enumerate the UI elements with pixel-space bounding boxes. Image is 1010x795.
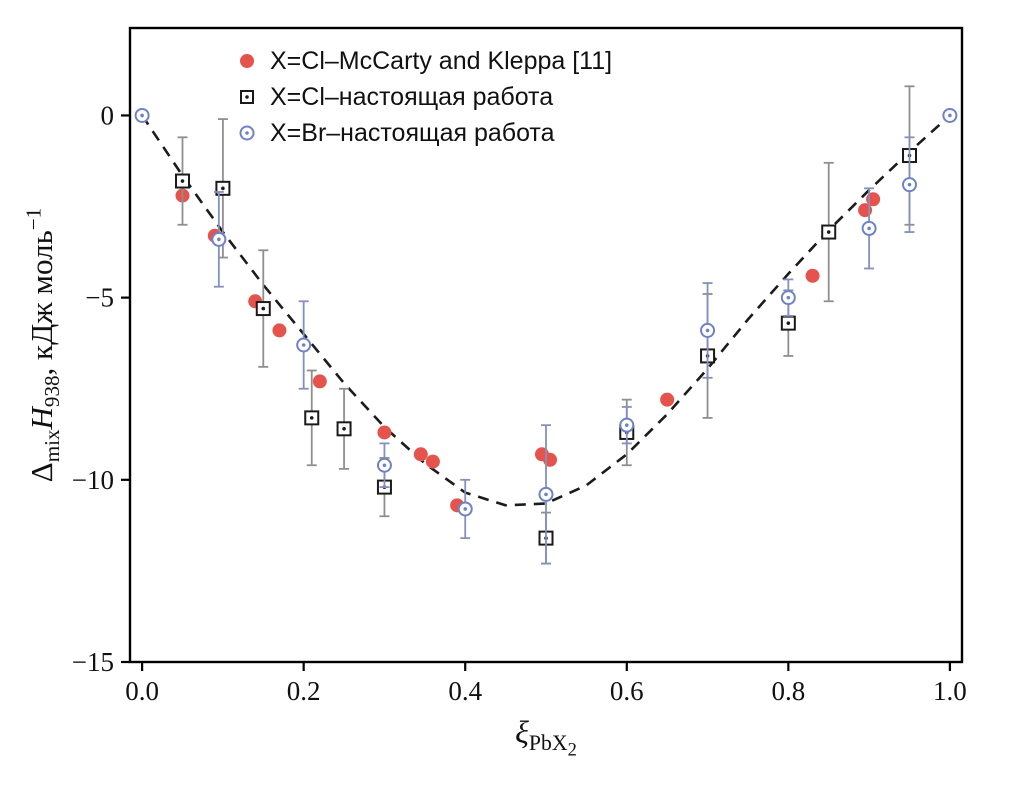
tick-labels: 0.0 0.2 0.4 0.6 0.8 1.0 0 −5 −10 −15 (72, 100, 967, 706)
data-point-dot (463, 507, 468, 511)
data-point-dot (140, 113, 144, 118)
y-axis-label: ΔmixH938, кДж моль−1 (21, 207, 65, 483)
data-point-dot (221, 186, 225, 191)
x-tick-label: 0.4 (448, 676, 482, 706)
axis-ticks (121, 114, 951, 671)
data-point-dot (907, 182, 912, 187)
data-point (660, 392, 675, 407)
x-tick-label: 0.6 (610, 676, 644, 706)
y-tick-label: −10 (72, 465, 114, 495)
series-2 (134, 107, 958, 565)
chart-legend: X=Cl–McCarty and Kleppa [11] X=Cl–настоя… (238, 46, 612, 148)
data-point-dot (217, 237, 221, 242)
xlabel-xi: ξ (515, 714, 529, 750)
open-circle-marker-icon (239, 125, 255, 141)
data-point-dot (261, 306, 266, 311)
y-tick-label: −15 (72, 647, 114, 677)
xlabel-subsub: 2 (567, 739, 577, 760)
data-point-dot (180, 179, 185, 183)
data-point-dot (948, 113, 952, 118)
xlabel-sub: PbX (528, 731, 568, 756)
legend-item-cl-this-work: X=Cl–настоящая работа (238, 82, 612, 112)
data-point-dot (826, 230, 831, 234)
x-tick-label: 1.0 (933, 676, 967, 706)
x-tick-label: 0.2 (287, 676, 321, 706)
data-point-dot (786, 295, 791, 300)
open-square-marker-icon (240, 90, 254, 104)
data-point (425, 454, 440, 469)
data-point-dot (309, 416, 314, 420)
x-axis-label: ξPbX2 (130, 714, 962, 759)
fit-curve (141, 114, 951, 507)
data-point (272, 323, 287, 338)
x-tick-label: 0.8 (771, 676, 805, 706)
data-point-dot (544, 492, 548, 497)
data-point-dot (382, 463, 387, 468)
plot-frame (128, 26, 964, 664)
data-point-dot (867, 226, 871, 231)
y-tick-label: 0 (101, 100, 115, 130)
ylabel-delta: Δ (24, 462, 59, 483)
data-point (377, 425, 392, 440)
ylabel-symbol: H (24, 407, 59, 430)
legend-label-cl-this-work: X=Cl–настоящая работа (270, 82, 554, 111)
x-tick-label: 0.0 (125, 676, 159, 706)
filled-circle-marker-icon (240, 54, 254, 68)
data-point (805, 268, 820, 283)
legend-label-br-this-work: X=Br–настоящая работа (270, 118, 555, 147)
data-point (312, 374, 327, 389)
ylabel-delta-sub: mix (40, 429, 65, 463)
legend-label-cl-mccarty: X=Cl–McCarty and Kleppa [11] (270, 46, 613, 75)
legend-item-br-this-work: X=Br–настоящая работа (238, 118, 612, 148)
series-0 (175, 188, 881, 513)
data-point (413, 447, 428, 462)
data-point-dot (342, 427, 346, 431)
data-point-dot (786, 321, 791, 325)
y-tick-label: −5 (85, 283, 114, 313)
data-point-dot (624, 423, 629, 427)
legend-item-cl-mccarty: X=Cl–McCarty and Kleppa [11] (238, 46, 612, 76)
data-point-dot (705, 328, 710, 333)
ylabel-units-exp: −1 (21, 207, 46, 231)
ylabel-symbol-sub: 938 (40, 375, 65, 408)
data-point-dot (301, 343, 306, 347)
ylabel-units: , кДж моль (24, 230, 59, 376)
